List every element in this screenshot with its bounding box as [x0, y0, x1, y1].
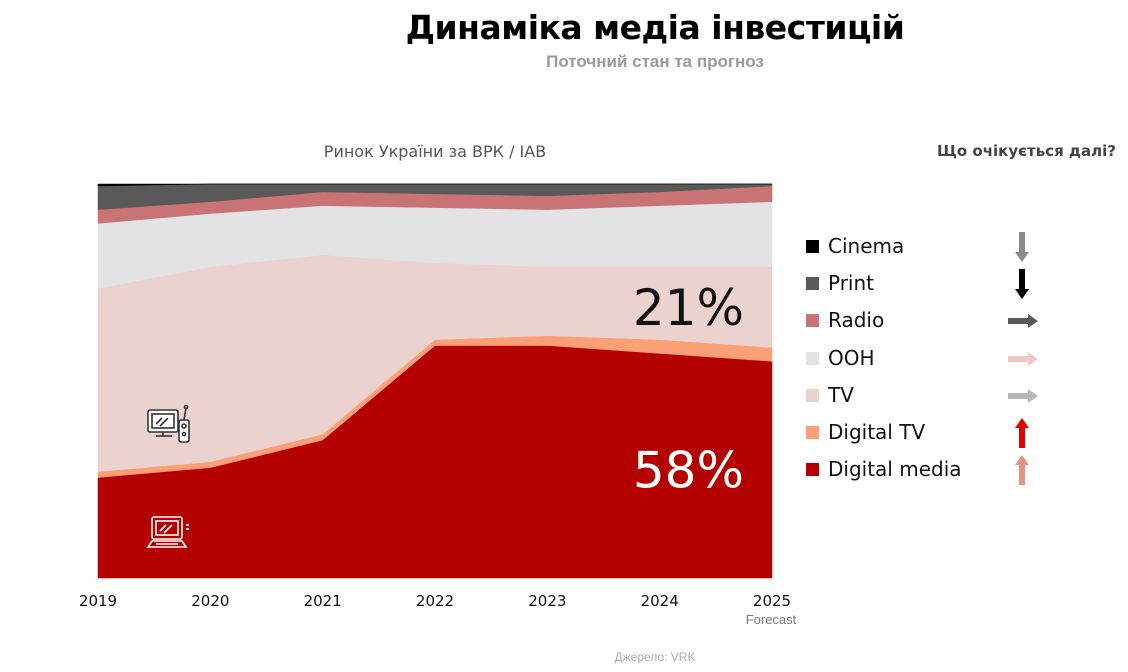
- legend-label: TV: [828, 382, 854, 407]
- x-tick-label: 2024: [641, 592, 679, 610]
- legend-item-tv: TV: [804, 383, 1044, 420]
- x-tick-label: 2021: [304, 592, 342, 610]
- trend-up-icon: [1015, 417, 1029, 448]
- chart-title: Ринок України за ВРК / IAB: [323, 142, 547, 161]
- legend-swatch: [806, 240, 819, 253]
- laptop-icon: [146, 516, 189, 548]
- legend-label: Radio: [828, 308, 885, 333]
- source-note: Джерело: VRK: [614, 650, 696, 664]
- legend-item-print: Print: [804, 269, 1044, 308]
- x-tick-label: 2020: [191, 592, 229, 610]
- trend-down-icon: [1015, 269, 1029, 300]
- trend-down-icon: [1015, 232, 1029, 262]
- legend-item-ooh: OOH: [804, 346, 1044, 383]
- x-tick-label: 2022: [416, 592, 454, 610]
- trend-flat-icon: [1008, 351, 1038, 366]
- annotation-tv: 21%: [633, 279, 744, 337]
- x-tick-label: 2019: [79, 592, 117, 610]
- legend-item-cinema: Cinema: [804, 232, 1044, 271]
- legend-swatch: [806, 351, 819, 365]
- legend-label: OOH: [828, 345, 875, 370]
- x-tick-label: 2023: [528, 592, 566, 610]
- annotation-digital-media: 58%: [633, 442, 744, 500]
- trend-flat-icon: [1008, 314, 1038, 329]
- legend-swatch: [806, 425, 819, 439]
- legend-label: Print: [828, 271, 875, 296]
- legend-swatch: [806, 314, 819, 328]
- legend-item-radio: Radio: [804, 308, 1044, 345]
- legend-label: Digital TV: [828, 419, 926, 444]
- legend-item-digital-tv: Digital TV: [804, 417, 1044, 457]
- legend-swatch: [806, 277, 819, 291]
- page-subtitle: Поточний стан та прогноз: [546, 52, 764, 71]
- legend-label: Cinema: [828, 234, 905, 258]
- legend-item-digital-media: Digital media: [804, 455, 1044, 494]
- area-cinema: [97, 183, 772, 187]
- page-title: Динаміка медіа інвестицій: [405, 8, 905, 47]
- trend-up-icon: [1015, 455, 1029, 486]
- x-tick-label: 2025: [753, 592, 791, 610]
- legend: Cinema Print Radio OOH TV Digital TV Dig…: [804, 232, 1044, 494]
- legend-label: Digital media: [828, 457, 962, 482]
- forecast-title: Що очікується далі?: [937, 142, 1116, 160]
- x-tick-sublabel: Forecast: [746, 612, 797, 627]
- legend-swatch: [806, 388, 819, 402]
- tv-remote-icon: [147, 404, 190, 443]
- trend-flat-icon: [1008, 388, 1038, 403]
- legend-swatch: [806, 463, 819, 477]
